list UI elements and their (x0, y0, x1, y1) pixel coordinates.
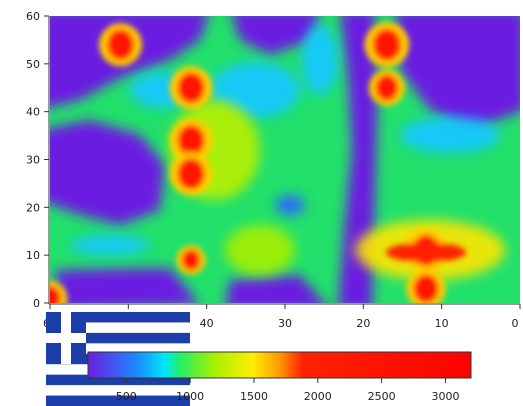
flag-stripe (46, 332, 190, 344)
cyan-region-e (275, 195, 305, 215)
cyan-region-f (70, 235, 150, 255)
low-region-left (50, 120, 165, 225)
hotspot-point (375, 74, 399, 101)
colorbar: 500 1000 1500 2000 2500 3000 (87, 351, 472, 403)
y-tick-label: 0 (33, 297, 40, 310)
hotspot-layer (50, 22, 466, 303)
y-tick-label: 60 (26, 10, 40, 23)
colorbar-tick-label: 2000 (304, 390, 332, 403)
colorbar-tick-label: 2500 (368, 390, 396, 403)
heatmap-fields (50, 16, 520, 303)
y-tick-label: 30 (26, 154, 40, 167)
colorbar-ticks: 500 1000 1500 2000 2500 3000 (116, 378, 459, 403)
flag-stripe (46, 312, 190, 323)
hotspot-point (177, 158, 205, 190)
hotspot-band (386, 242, 466, 263)
x-tick-label: 40 (200, 317, 214, 330)
low-region-mid-strip (338, 16, 378, 303)
low-region-bottomleft (55, 268, 199, 303)
hotspot-point (372, 28, 401, 61)
colorbar-tick-label: 3000 (431, 390, 459, 403)
cyan-region-b (302, 25, 338, 95)
hotspot-point (50, 285, 61, 303)
flag-stripe (46, 395, 190, 406)
hotspot-point (177, 124, 205, 156)
hotspot-point (177, 72, 205, 104)
colorbar-bar (87, 351, 472, 379)
low-region-topright (395, 16, 520, 130)
colorbar-tick-label: 1000 (176, 390, 204, 403)
hotspot-point (413, 274, 439, 303)
x-tick-label: 20 (356, 317, 370, 330)
y-tick-label: 10 (26, 249, 40, 262)
colorbar-tick-label: 1500 (240, 390, 268, 403)
flag-stripe (46, 374, 190, 386)
y-tick-label: 20 (26, 201, 40, 214)
y-axis-ticks: 0 10 20 30 40 50 60 (26, 10, 49, 310)
colorbar-tick-label: 500 (116, 390, 137, 403)
y-tick-label: 40 (26, 106, 40, 119)
heatmap-plot (50, 16, 520, 303)
x-tick-label: 30 (278, 317, 292, 330)
flag-cross-horizontal (46, 333, 86, 343)
low-region-bottommid (226, 275, 324, 303)
hotspot-point (181, 249, 201, 271)
x-tick-label: 0 (512, 317, 519, 330)
y-tick-label: 50 (26, 58, 40, 71)
low-region-topmid (232, 16, 319, 55)
x-tick-label: 10 (435, 317, 449, 330)
yellow-region-c (225, 225, 295, 275)
cyan-region-d (400, 117, 500, 153)
hotspot-point (107, 29, 134, 61)
